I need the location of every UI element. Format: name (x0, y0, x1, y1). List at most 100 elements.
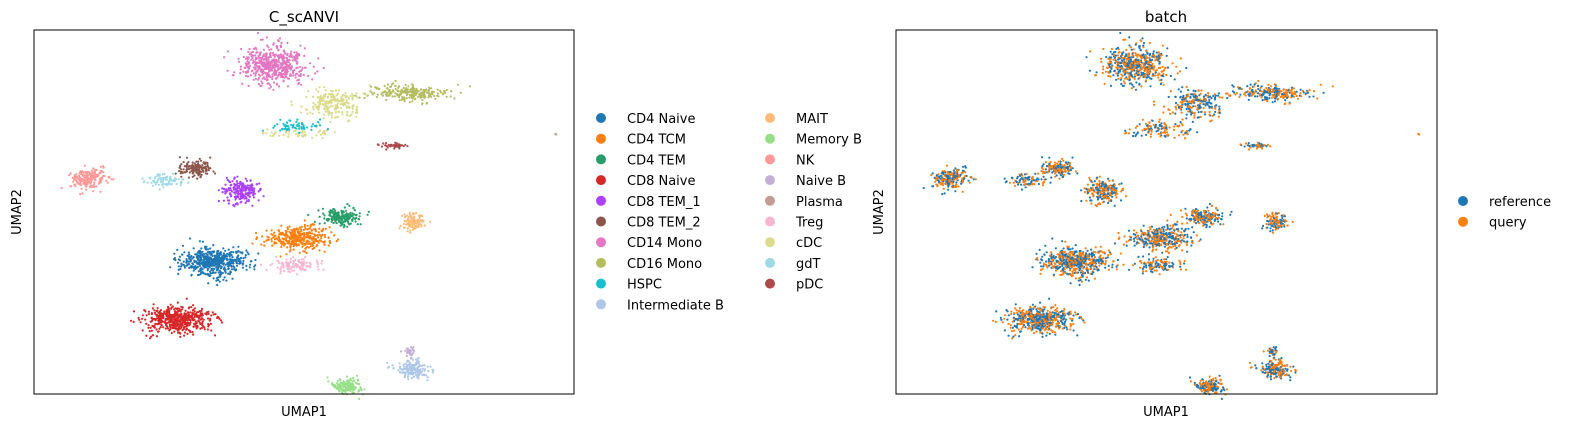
data-point (1250, 94, 1253, 97)
data-point (1150, 77, 1153, 80)
data-point (256, 69, 259, 72)
data-point (92, 190, 95, 193)
data-point (293, 236, 296, 239)
data-point (1273, 83, 1276, 86)
data-point (158, 177, 161, 180)
data-point (260, 243, 263, 246)
data-point (145, 334, 148, 337)
data-point (279, 129, 282, 132)
data-point (1100, 60, 1103, 63)
data-point (187, 251, 190, 254)
data-point (296, 123, 299, 126)
data-point (216, 283, 219, 287)
data-point (153, 177, 156, 180)
data-point (1214, 107, 1217, 110)
data-point (169, 317, 172, 320)
data-point (204, 165, 207, 169)
data-point (222, 247, 225, 250)
data-point (415, 358, 419, 361)
data-point (242, 70, 245, 73)
data-point (76, 181, 79, 184)
data-point (350, 386, 353, 389)
data-point (278, 37, 282, 40)
legend-label: CD8 TEM_2 (627, 216, 701, 231)
data-point (358, 96, 361, 99)
data-point (311, 112, 314, 115)
data-point (1252, 92, 1255, 95)
data-point (185, 323, 188, 326)
data-point (211, 259, 214, 262)
data-point (1133, 66, 1136, 69)
data-point (264, 72, 267, 75)
data-point (390, 144, 393, 147)
data-point (295, 234, 298, 237)
data-point (397, 144, 401, 147)
data-point (1304, 92, 1307, 95)
data-point (101, 174, 105, 178)
data-point (1116, 46, 1120, 50)
data-point (335, 105, 338, 108)
data-point (310, 125, 313, 128)
legend-marker (765, 237, 775, 248)
data-point (154, 183, 157, 186)
data-point (395, 142, 398, 145)
data-point (257, 190, 260, 193)
data-point (1160, 54, 1163, 57)
data-point (247, 50, 250, 53)
data-point (196, 265, 199, 268)
data-point (192, 247, 195, 250)
data-point (100, 170, 103, 173)
data-point (265, 58, 268, 61)
data-point (402, 145, 405, 148)
data-point (209, 274, 212, 277)
data-point (398, 365, 402, 368)
data-point (1134, 43, 1137, 46)
data-point (87, 181, 90, 184)
data-point (351, 107, 354, 110)
data-point (424, 89, 427, 92)
data-point (280, 66, 283, 69)
data-point (316, 261, 319, 264)
data-point (1187, 93, 1190, 96)
data-point (356, 382, 359, 385)
data-point (1217, 115, 1220, 118)
data-point (358, 212, 361, 215)
data-point (1148, 69, 1151, 72)
data-point (258, 59, 261, 62)
data-point (186, 162, 189, 165)
data-point (198, 252, 201, 255)
data-point (1308, 88, 1311, 92)
data-point (187, 176, 190, 179)
data-point (171, 172, 174, 175)
data-point (159, 316, 163, 319)
data-point (311, 237, 315, 240)
data-point (261, 72, 264, 75)
data-point (418, 216, 421, 220)
data-point (237, 60, 241, 63)
data-point (390, 92, 393, 95)
data-point (280, 245, 283, 249)
data-point (1195, 98, 1198, 102)
data-point (353, 209, 357, 212)
data-point (286, 71, 289, 74)
data-point (263, 62, 267, 65)
data-point (211, 311, 214, 314)
data-point (318, 215, 321, 218)
data-point (183, 251, 186, 254)
data-point (192, 166, 195, 170)
data-point (291, 125, 295, 128)
data-point (278, 233, 281, 236)
data-point (344, 101, 347, 104)
data-point (409, 89, 412, 92)
data-point (260, 80, 263, 83)
data-point (219, 271, 222, 274)
data-point (93, 168, 96, 172)
data-point (1280, 90, 1283, 93)
data-point (388, 89, 391, 92)
data-point (186, 317, 189, 320)
data-point (256, 51, 259, 54)
data-point (268, 62, 271, 65)
data-point (402, 96, 406, 99)
data-point (427, 91, 430, 95)
